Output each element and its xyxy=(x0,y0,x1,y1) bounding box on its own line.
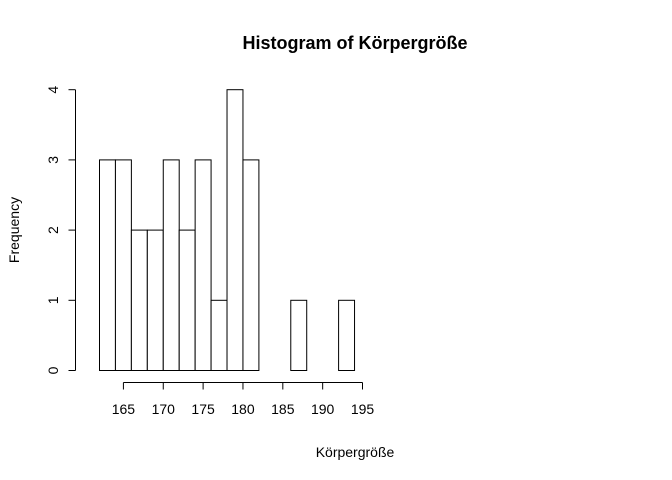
y-tick-label: 4 xyxy=(45,86,61,94)
histogram-bar xyxy=(130,229,148,371)
y-tick-label: 0 xyxy=(45,366,61,374)
x-tick-label: 175 xyxy=(191,401,215,417)
histogram-bar xyxy=(194,159,212,371)
bars-group xyxy=(99,89,356,371)
histogram-bar xyxy=(162,159,180,371)
x-tick-label: 185 xyxy=(271,401,295,417)
histogram-bar xyxy=(146,229,164,371)
y-axis: 0 1 2 3 4 xyxy=(45,86,76,374)
x-tick-label: 180 xyxy=(231,401,255,417)
histogram-bar xyxy=(338,299,356,371)
chart-title: Histogram of Körpergröße xyxy=(242,33,467,53)
x-axis-label: Körpergröße xyxy=(316,444,395,460)
y-tick-label: 3 xyxy=(45,156,61,164)
x-tick-label: 190 xyxy=(311,401,335,417)
histogram-bar xyxy=(99,159,116,371)
y-tick-label: 1 xyxy=(45,296,61,304)
x-axis: 165 170 175 180 185 190 195 xyxy=(112,382,375,417)
y-axis-label: Frequency xyxy=(6,197,22,263)
histogram-bar xyxy=(210,299,228,371)
histogram-bar xyxy=(178,229,196,371)
histogram-bar xyxy=(290,299,308,371)
histogram-bar xyxy=(226,89,244,371)
y-tick-label: 2 xyxy=(45,226,61,234)
histogram-bar xyxy=(114,159,132,371)
histogram-bar xyxy=(242,159,260,371)
x-tick-label: 165 xyxy=(112,401,136,417)
x-tick-label: 195 xyxy=(351,401,375,417)
x-tick-label: 170 xyxy=(152,401,176,417)
